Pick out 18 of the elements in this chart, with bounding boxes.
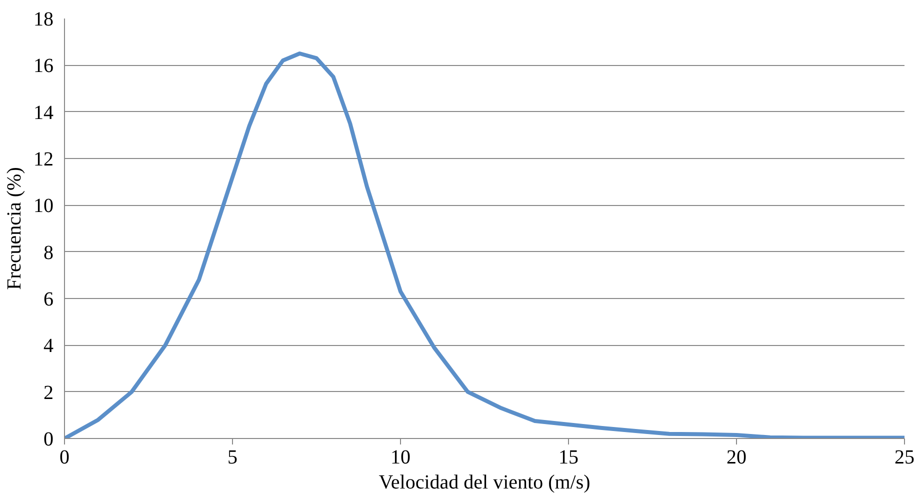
x-tick-label: 25 bbox=[894, 446, 914, 468]
y-tick-label: 14 bbox=[34, 102, 54, 124]
y-tick-label: 4 bbox=[44, 335, 54, 358]
y-tick-label: 12 bbox=[34, 148, 54, 170]
x-axis-title: Velocidad del viento (m/s) bbox=[378, 472, 590, 494]
x-tick-label: 10 bbox=[390, 446, 410, 468]
y-tick-label: 6 bbox=[44, 288, 54, 310]
y-tick-label: 10 bbox=[34, 195, 54, 218]
x-tick-label: 20 bbox=[726, 446, 746, 468]
y-tick-label: 16 bbox=[34, 55, 54, 78]
x-tick-label: 15 bbox=[558, 446, 578, 468]
y-axis-title: Frecuencia (%) bbox=[4, 167, 26, 290]
x-tick-label: 0 bbox=[60, 446, 70, 468]
x-tick-label: 5 bbox=[228, 446, 238, 468]
y-tick-label: 18 bbox=[34, 8, 54, 30]
y-tick-label: 0 bbox=[44, 428, 54, 450]
y-tick-label: 8 bbox=[44, 242, 54, 264]
y-tick-label: 2 bbox=[44, 382, 54, 404]
